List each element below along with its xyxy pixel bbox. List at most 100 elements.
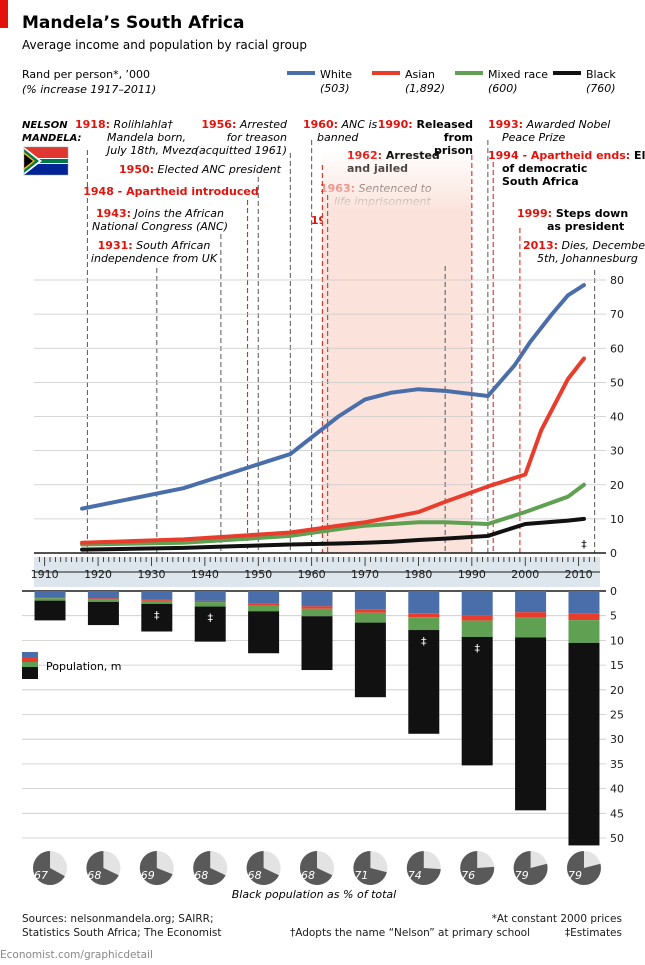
pop-segment-1921-3 xyxy=(87,601,119,626)
pie-1931: 69 xyxy=(139,851,174,885)
pop-segment-1991-0 xyxy=(461,591,493,616)
population-legend: Population, m xyxy=(22,652,122,679)
event-text-0-2: July 18th, Mvezo xyxy=(105,144,198,157)
pop-segment-2001-2 xyxy=(515,617,547,638)
income-line-white xyxy=(80,283,586,511)
event-text-5-1: for treason xyxy=(227,131,287,144)
pop-segment-1921-2 xyxy=(87,599,119,602)
pie-slice-1961 xyxy=(299,851,333,885)
event-year-3: 1948 - Apartheid introduced xyxy=(83,185,259,198)
event-text-5-2: (acquitted 1961) xyxy=(195,144,287,157)
pop-segment-1971-2 xyxy=(354,612,386,623)
event-year-10: 1990: xyxy=(378,118,413,131)
pie-slice-1931 xyxy=(139,851,173,885)
income-estimate-marker: ‡ xyxy=(581,538,587,551)
event-text-12-0: Elected president xyxy=(630,149,645,162)
pie-slice-1991 xyxy=(460,851,495,885)
pop-estimate-marker-1941: ‡ xyxy=(207,612,213,625)
event-line-text-2: 1943: Joins the African xyxy=(96,207,224,220)
legend: White(503) Asian(1,892) Mixed race(600) Bla… xyxy=(287,68,616,95)
pop-segment-1931-0 xyxy=(141,591,173,600)
legend-increase-3: (760) xyxy=(586,82,616,95)
pie-2011: 79 xyxy=(566,851,601,885)
event-line-text-3: 1948 - Apartheid introduced xyxy=(83,185,259,198)
event-year-13: 1999: xyxy=(517,207,552,220)
year-label-1910: 1910 xyxy=(31,568,59,581)
event-text-14-0: Dies, December xyxy=(558,239,645,252)
pop-segment-1911-2 xyxy=(34,598,66,601)
year-label-1940: 1940 xyxy=(191,568,219,581)
event-lines xyxy=(86,140,596,553)
legend-name-0: White xyxy=(320,68,352,81)
pop-bar-1941: ‡ xyxy=(194,591,226,642)
pie-value-1931: 69 xyxy=(141,869,155,882)
event-line-text-1: 1931: South African xyxy=(98,239,211,252)
year-label-1980: 1980 xyxy=(404,568,432,581)
pie-slice-2011 xyxy=(566,851,601,885)
legend-increase-1: (1,892) xyxy=(405,82,445,95)
event-year-1: 1931: xyxy=(98,239,133,252)
pop-bar-1991: ‡ xyxy=(461,591,493,766)
event-line-text-0: 1918: Rolihlahla† xyxy=(75,118,174,131)
pop-tick-15: 15 xyxy=(610,659,624,672)
footnote-prices: *At constant 2000 prices xyxy=(492,913,622,925)
event-text-13-1: as president xyxy=(547,220,624,233)
pop-segment-1971-0 xyxy=(354,591,386,610)
pop-segment-2011-0 xyxy=(568,591,600,614)
pop-segment-1971-3 xyxy=(354,622,386,698)
pop-segment-2011-1 xyxy=(568,613,600,621)
event-year-5: 1956: xyxy=(201,118,236,131)
income-unit: Rand per person*, ’000 xyxy=(22,68,150,81)
pie-value-2011: 79 xyxy=(568,869,582,882)
pop-tick-10: 10 xyxy=(610,634,624,647)
income-line-asian xyxy=(80,356,586,545)
pop-bar-1981: ‡ xyxy=(408,591,440,734)
pop-segment-1931-3 xyxy=(141,603,173,632)
pie-1991: 76 xyxy=(460,851,495,885)
event-year-6: 1960: xyxy=(303,118,338,131)
pop-segment-1911-1 xyxy=(34,597,66,599)
pop-segment-1951-3 xyxy=(248,611,280,654)
income-y-axis: 0 10 20 30 40 50 60 70 80 xyxy=(610,274,624,560)
pop-segment-1931-2 xyxy=(141,600,173,604)
sources-line-2: Statistics South Africa; The Economist xyxy=(22,927,222,939)
event-text-0-0: Rolihlahla† xyxy=(110,118,174,131)
event-text-1-1: independence from UK xyxy=(91,252,218,265)
chart-title: Mandela’s South Africa xyxy=(22,13,244,33)
pop-segment-1951-2 xyxy=(248,605,280,612)
pop-segment-2011-3 xyxy=(568,642,600,846)
pie-slice-1951 xyxy=(246,851,279,885)
year-label-1950: 1950 xyxy=(244,568,272,581)
event-text-2-0: Joins the African xyxy=(131,207,224,220)
pop-segment-1971-1 xyxy=(354,609,386,613)
pop-segment-1991-3 xyxy=(461,636,493,766)
year-label-1930: 1930 xyxy=(137,568,165,581)
pop-segment-1991-2 xyxy=(461,620,493,637)
year-label-1990: 1990 xyxy=(458,568,486,581)
corner-tag xyxy=(0,0,8,28)
income-tick-60: 60 xyxy=(610,342,624,355)
pop-bar-1931: ‡ xyxy=(141,591,173,632)
event-line-text-12: 1994 - Apartheid ends: Elected president xyxy=(488,149,645,162)
legend-name-1: Asian xyxy=(405,68,435,81)
population-y-axis: 0 5 10 15 20 25 30 35 40 45 50 xyxy=(610,585,624,845)
event-year-0: 1918: xyxy=(75,118,110,131)
pop-segment-1941-0 xyxy=(194,591,226,601)
footnote-nelson: †Adopts the name “Nelson” at primary sch… xyxy=(290,927,530,939)
pop-segment-2001-1 xyxy=(515,612,547,618)
pop-estimate-marker-1931: ‡ xyxy=(154,609,160,622)
event-text-12-1: of democratic xyxy=(502,162,587,175)
pop-bar-2011 xyxy=(568,591,600,846)
pop-bar-1911 xyxy=(34,591,66,621)
event-line-text-11: 1993: Awarded Nobel xyxy=(488,118,610,131)
pop-segment-1931-1 xyxy=(141,599,173,601)
event-text-1-0: South African xyxy=(133,239,211,252)
pie-caption: Black population as % of total xyxy=(232,888,396,901)
income-tick-30: 30 xyxy=(610,445,624,458)
event-text-10-0: Released xyxy=(413,118,473,131)
